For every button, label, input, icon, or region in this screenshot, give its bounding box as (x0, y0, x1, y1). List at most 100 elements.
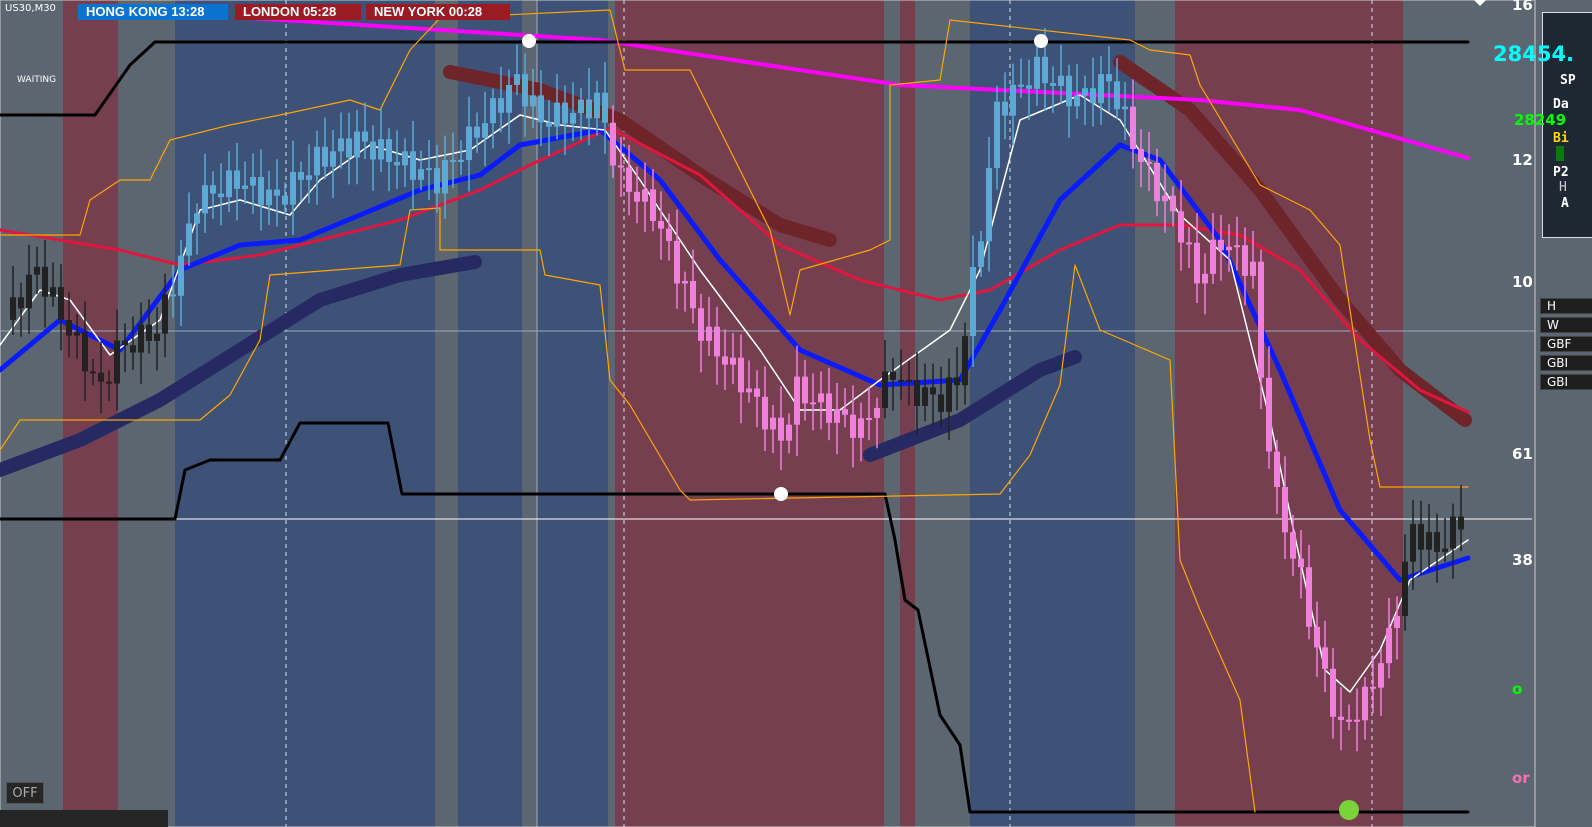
candle-body (1282, 486, 1288, 533)
candle-body (1266, 377, 1272, 452)
candle-body (66, 319, 72, 336)
bottom-panel (0, 810, 168, 827)
chart-border (0, 0, 1536, 827)
daily-price: 28249 (1514, 111, 1567, 129)
candle-body (794, 376, 800, 425)
candle-body (74, 331, 80, 336)
candle-body (1186, 242, 1192, 245)
candle-body (922, 387, 928, 406)
candle-body (202, 185, 208, 214)
candle-body (1354, 719, 1360, 722)
candle-body (186, 223, 192, 256)
candle-body (674, 240, 680, 284)
candle-body (810, 402, 816, 405)
candle-body (986, 167, 992, 242)
side-button[interactable]: H (1540, 298, 1592, 314)
axis-label: 16. (1512, 0, 1534, 14)
candle-body (82, 331, 88, 372)
candle-body (362, 131, 368, 142)
upper-channel-orange (0, 9, 1469, 488)
candle-body (1386, 627, 1392, 664)
candle-body (1042, 56, 1048, 84)
candle-body (434, 168, 440, 194)
candle-body (650, 189, 656, 222)
candle-body (1450, 516, 1456, 549)
candle-body (546, 122, 552, 127)
session-band (63, 0, 118, 827)
candle-body (474, 126, 480, 138)
candle-body (1378, 663, 1384, 688)
candle-body (818, 393, 824, 403)
candle-body (978, 241, 984, 267)
candle-body (90, 371, 96, 374)
candle-body (962, 336, 968, 386)
candle-body (306, 175, 312, 180)
grid-lines (0, 0, 1536, 827)
candle-body (722, 356, 728, 365)
candle-body (242, 185, 248, 189)
candle-body (938, 394, 944, 412)
session-band (884, 0, 900, 827)
candle-body (1306, 567, 1312, 627)
session-band (1403, 0, 1535, 827)
candle-body (1418, 523, 1424, 550)
candle-body (1138, 148, 1144, 162)
side-button[interactable]: GBI (1540, 355, 1592, 371)
candle-body (138, 324, 144, 353)
swing-marker (774, 487, 788, 501)
candle-body (170, 294, 176, 297)
candle-body (18, 297, 24, 309)
h-label: H (1559, 180, 1567, 195)
session-band (1135, 0, 1175, 827)
side-button[interactable]: W (1540, 317, 1592, 333)
candle-body (586, 99, 592, 119)
candle-body (146, 324, 152, 342)
candle-body (290, 172, 296, 205)
candle-body (914, 379, 920, 406)
off-button[interactable]: OFF (6, 782, 44, 804)
candle-body (1258, 261, 1264, 378)
symbol-label[interactable]: US30,M30 (5, 3, 56, 14)
candle-body (762, 396, 768, 430)
candle-body (1242, 245, 1248, 276)
candle-body (450, 159, 456, 162)
candle-body (682, 280, 688, 284)
candle-body (898, 379, 904, 382)
candle-body (58, 287, 64, 320)
candle-body (1178, 211, 1184, 243)
candle-body (866, 417, 872, 420)
axis-label: 12 (1512, 151, 1533, 169)
scroll-marker (1474, 0, 1486, 6)
support-step-line (0, 421, 1470, 814)
session-band (435, 0, 458, 827)
candle-body (578, 99, 584, 114)
candle-body (106, 381, 112, 384)
candle-body (1426, 531, 1432, 550)
status-label: WAITING (17, 75, 57, 85)
candle-body (1194, 242, 1200, 284)
candle-body (1050, 83, 1056, 86)
candle-body (754, 388, 760, 397)
candle-body (706, 326, 712, 341)
candle-body (634, 191, 640, 202)
candle-body (1154, 162, 1160, 202)
lower-channel-orange (0, 207, 1256, 813)
candle-body (1130, 106, 1136, 149)
slow-ma-band-blue (863, 350, 1082, 462)
candle-body (570, 113, 576, 124)
candle-body (266, 189, 272, 206)
candle-body (698, 308, 704, 341)
candle-body (42, 266, 48, 297)
side-button[interactable]: GBI (1540, 374, 1592, 390)
candle-body (98, 372, 104, 382)
candle-body (490, 98, 496, 124)
candle-body (1402, 561, 1408, 616)
candle-body (1066, 75, 1072, 107)
session-band (458, 0, 522, 827)
candle-body (258, 177, 264, 206)
candle-body (1330, 668, 1336, 717)
candle-body (1362, 686, 1368, 721)
side-button[interactable]: GBF (1540, 336, 1592, 352)
candle-body (402, 151, 408, 166)
